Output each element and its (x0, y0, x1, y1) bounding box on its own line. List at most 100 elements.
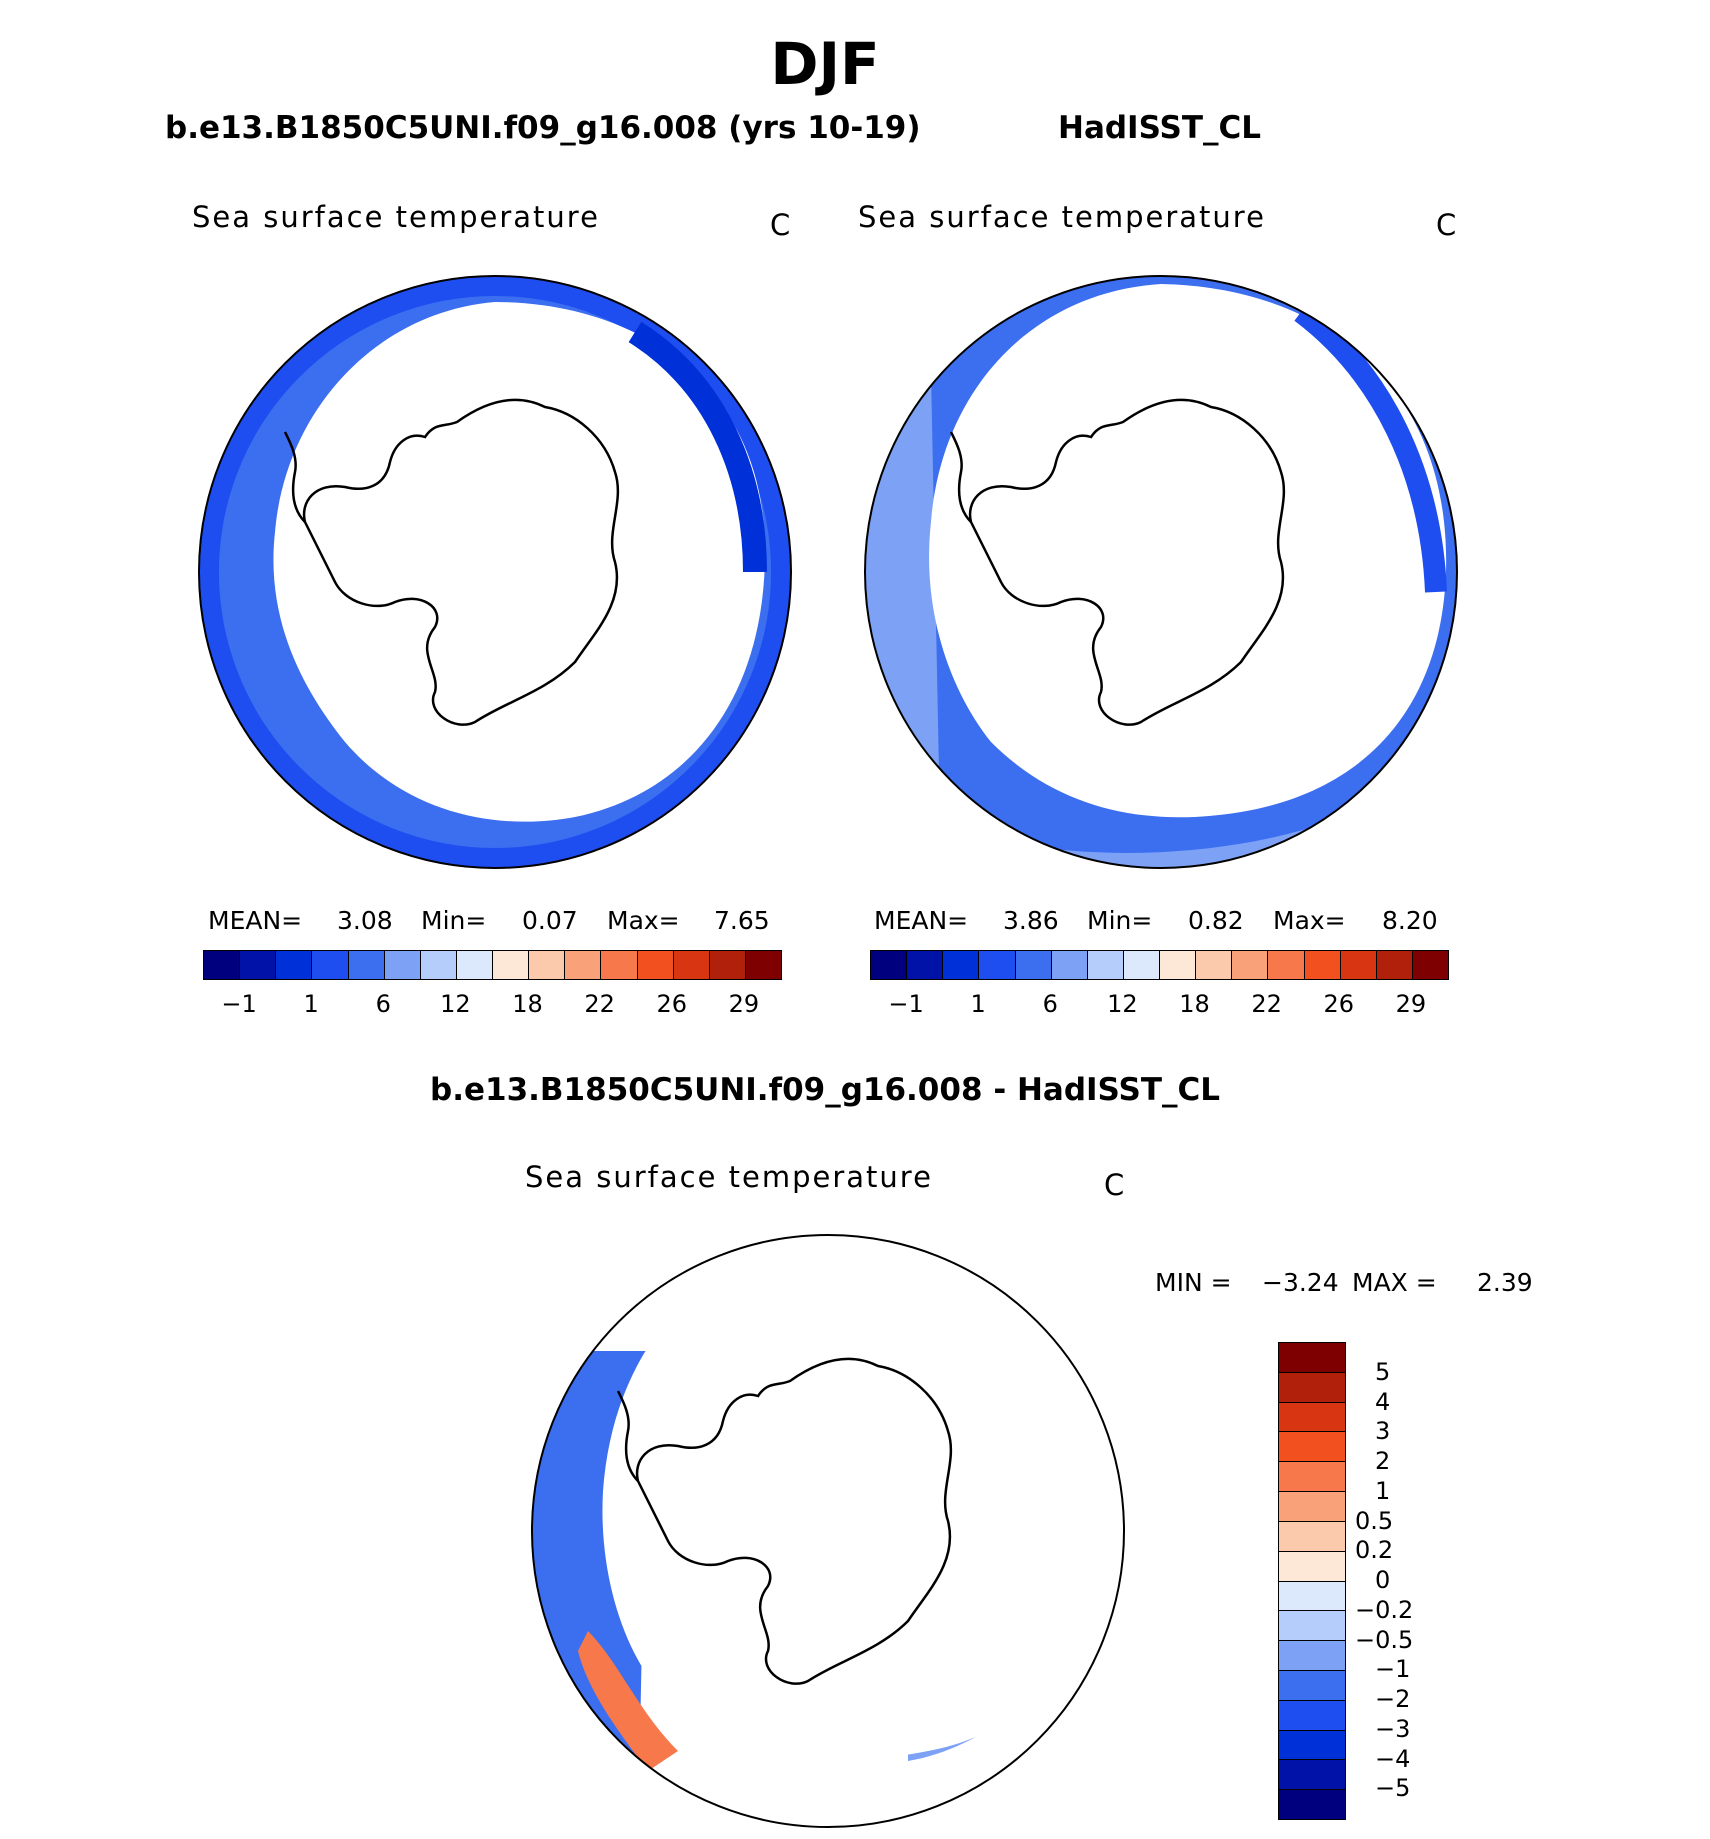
colorbar-swatch (871, 951, 908, 979)
antarctica-outline-obs (968, 398, 1286, 726)
colorbar-tick-label: −0.2 (1355, 1595, 1414, 1624)
colorbar-swatch (1279, 1343, 1345, 1373)
colorbar-swatch (276, 951, 313, 979)
colorbar-swatch (456, 951, 493, 979)
max-value-diff: 2.39 (1477, 1268, 1533, 1297)
colorbar-swatch (1279, 1492, 1345, 1522)
colorbar-tick-label: −1 (1375, 1655, 1411, 1684)
unit-label-diff: C (1104, 1168, 1125, 1202)
colorbar-tick-label: −2 (1375, 1685, 1411, 1713)
colorbar-tick-label: 3 (1375, 1417, 1391, 1446)
colorbar-swatch (1412, 951, 1448, 979)
variable-label-model: Sea surface temperature (192, 200, 600, 234)
colorbar-swatch (1051, 951, 1088, 979)
colorbar-swatch (1232, 951, 1269, 979)
colorbar-swatch (1279, 1700, 1345, 1731)
colorbar-tick-label: −4 (1375, 1744, 1411, 1773)
colorbar-tick-label: 0 (1375, 1566, 1391, 1594)
colorbar-swatch (1304, 951, 1341, 979)
colorbar-tick-label: −5 (1375, 1774, 1411, 1803)
colorbar-swatch (1268, 951, 1305, 979)
colorbar-swatch (312, 951, 349, 979)
map-model (198, 275, 792, 869)
colorbar-swatch (493, 951, 530, 979)
colorbar-tick-label: 29 (728, 990, 760, 1018)
colorbar-swatch (1340, 951, 1377, 979)
colorbar-swatch (1087, 951, 1124, 979)
colorbar-swatch (1279, 1581, 1345, 1612)
colorbar-swatch (1279, 1730, 1345, 1761)
max-label-obs: Max= (1273, 906, 1346, 935)
colorbar-swatch (1123, 951, 1160, 979)
antarctica-outline-model (302, 398, 620, 726)
colorbar-swatch (240, 951, 277, 979)
colorbar-ticks-obs: −1 1 6 12 18 22 26 29 (870, 990, 1447, 1020)
colorbar-swatch (673, 951, 710, 979)
colorbar-tick-label: 1 (1375, 1476, 1391, 1505)
colorbar-tick-label: −1 (221, 990, 257, 1018)
unit-label-obs: C (1436, 208, 1457, 242)
colorbar-model (203, 950, 782, 980)
colorbar-tick-label: 4 (1375, 1387, 1391, 1416)
colorbar-tick-label: 12 (1107, 990, 1138, 1018)
map-obs (864, 275, 1458, 869)
variable-label-diff: Sea surface temperature (525, 1160, 933, 1194)
colorbar-swatch (1279, 1611, 1345, 1642)
panel-title-diff: b.e13.B1850C5UNI.f09_g16.008 - HadISST_C… (430, 1072, 1220, 1108)
colorbar-diff (1278, 1342, 1346, 1820)
colorbar-tick-label: 26 (1323, 990, 1355, 1018)
colorbar-swatch (1015, 951, 1052, 979)
max-value-obs: 8.20 (1382, 906, 1438, 935)
min-value-diff: −3.24 (1262, 1268, 1339, 1297)
colorbar-swatch (384, 951, 421, 979)
mean-label-model: MEAN= (208, 906, 303, 935)
variable-label-obs: Sea surface temperature (858, 200, 1266, 234)
colorbar-swatch (565, 951, 602, 979)
colorbar-swatch (907, 951, 944, 979)
colorbar-swatch (601, 951, 638, 979)
colorbar-obs (870, 950, 1449, 980)
colorbar-tick-label: 2 (1375, 1447, 1391, 1475)
colorbar-tick-label: 0.5 (1355, 1506, 1394, 1535)
colorbar-swatch (529, 951, 566, 979)
colorbar-tick-label: −0.5 (1355, 1625, 1414, 1654)
colorbar-tick-label: 18 (512, 990, 543, 1018)
panel-title-model: b.e13.B1850C5UNI.f09_g16.008 (yrs 10-19) (165, 110, 921, 146)
colorbar-swatch (943, 951, 980, 979)
min-label-obs: Min= (1087, 906, 1153, 935)
colorbar-swatch (1279, 1462, 1345, 1493)
colorbar-tick-label: −1 (888, 990, 924, 1018)
colorbar-swatch (1160, 951, 1197, 979)
mean-value-model: 3.08 (337, 906, 393, 935)
colorbar-swatch (1279, 1402, 1345, 1433)
min-label-model: Min= (421, 906, 487, 935)
colorbar-swatch (1196, 951, 1233, 979)
colorbar-tick-label: 5 (1375, 1357, 1391, 1386)
colorbar-tick-label: 1 (970, 990, 986, 1018)
colorbar-tick-label: −3 (1375, 1714, 1411, 1743)
colorbar-tick-label: 6 (1042, 990, 1058, 1018)
main-title: DJF (770, 30, 880, 98)
colorbar-swatch (348, 951, 385, 979)
panel-title-obs: HadISST_CL (1058, 110, 1261, 146)
colorbar-tick-label: 6 (375, 990, 391, 1018)
colorbar-tick-label: 22 (584, 990, 615, 1018)
colorbar-swatch (420, 951, 457, 979)
max-label-diff: MAX = (1352, 1268, 1437, 1297)
colorbar-ticks-diff: 5 4 3 2 1 0.5 0.2 0 −0.2 −0.5 −1 −2 −3 −4 −5 (1355, 1342, 1475, 1818)
colorbar-tick-label: 0.2 (1355, 1536, 1394, 1565)
colorbar-swatch (1279, 1670, 1345, 1701)
min-value-model: 0.07 (522, 906, 578, 935)
colorbar-swatch (1376, 951, 1413, 979)
colorbar-tick-label: 1 (303, 990, 319, 1018)
colorbar-swatch (709, 951, 746, 979)
colorbar-swatch (1279, 1641, 1345, 1671)
colorbar-swatch (1279, 1432, 1345, 1463)
min-label-diff: MIN = (1155, 1268, 1232, 1297)
map-diff (531, 1234, 1125, 1828)
max-value-model: 7.65 (714, 906, 770, 935)
mean-value-obs: 3.86 (1003, 906, 1059, 935)
colorbar-tick-label: 22 (1251, 990, 1282, 1018)
colorbar-swatch (1279, 1790, 1345, 1819)
mean-label-obs: MEAN= (874, 906, 969, 935)
